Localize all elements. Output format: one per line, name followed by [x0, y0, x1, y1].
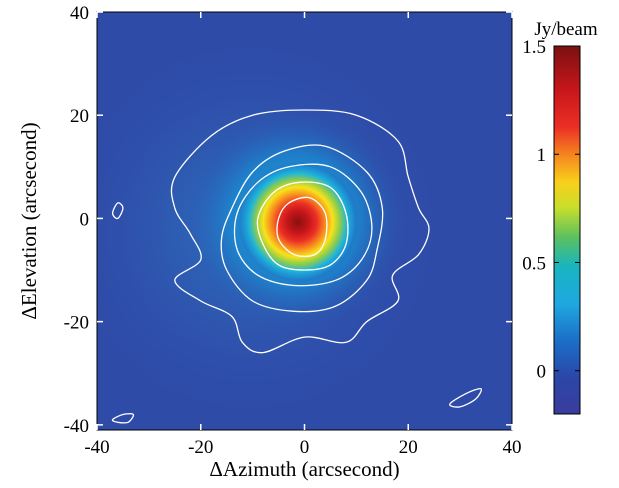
- x-tick-label: 0: [300, 437, 310, 458]
- y-tick-label: 0: [80, 209, 90, 230]
- contour-contour-2: [220, 144, 384, 313]
- contour-layer: [111, 109, 482, 424]
- y-axis-label: ΔElevation (arcsecond): [17, 122, 41, 319]
- colorbar-tick-label: 0.5: [522, 253, 546, 274]
- colorbar-ticks: 1.5 1 0.5 0: [522, 37, 580, 383]
- x-axis: -40 -20 0 20 40: [84, 12, 522, 458]
- y-tick-label: -40: [64, 416, 89, 437]
- x-tick-label: -40: [84, 437, 109, 458]
- contour-blob-bottom-right: [449, 387, 482, 408]
- colorbar: Jy/beam 1.5 1 0.5 0: [522, 19, 598, 415]
- y-tick-label: 40: [70, 3, 89, 24]
- colorbar-tick-label: 1.5: [522, 37, 546, 58]
- contour-contour-3: [233, 163, 373, 287]
- x-tick-label: 40: [503, 437, 522, 458]
- contour-outer: [170, 109, 430, 354]
- x-tick-label: -20: [188, 437, 213, 458]
- contour-blob-bottom-left: [111, 413, 135, 424]
- x-axis-label: ΔAzimuth (arcsecond): [209, 457, 399, 481]
- heatmap: [97, 12, 512, 430]
- x-tick-label: 20: [399, 437, 418, 458]
- colorbar-scale: [553, 45, 581, 415]
- contour-contour-4: [256, 181, 349, 271]
- heatmap-core: [236, 154, 360, 294]
- y-axis: 40 20 0 -20 -40: [64, 3, 512, 437]
- colorbar-label: Jy/beam: [534, 19, 598, 40]
- y-tick-label: 20: [70, 106, 89, 127]
- contour-contour-5: [276, 196, 328, 258]
- contour-blob-left: [111, 202, 124, 220]
- y-tick-label: -20: [64, 313, 89, 334]
- colorbar-tick-label: 0: [537, 362, 547, 383]
- colorbar-tick-label: 1: [537, 145, 547, 166]
